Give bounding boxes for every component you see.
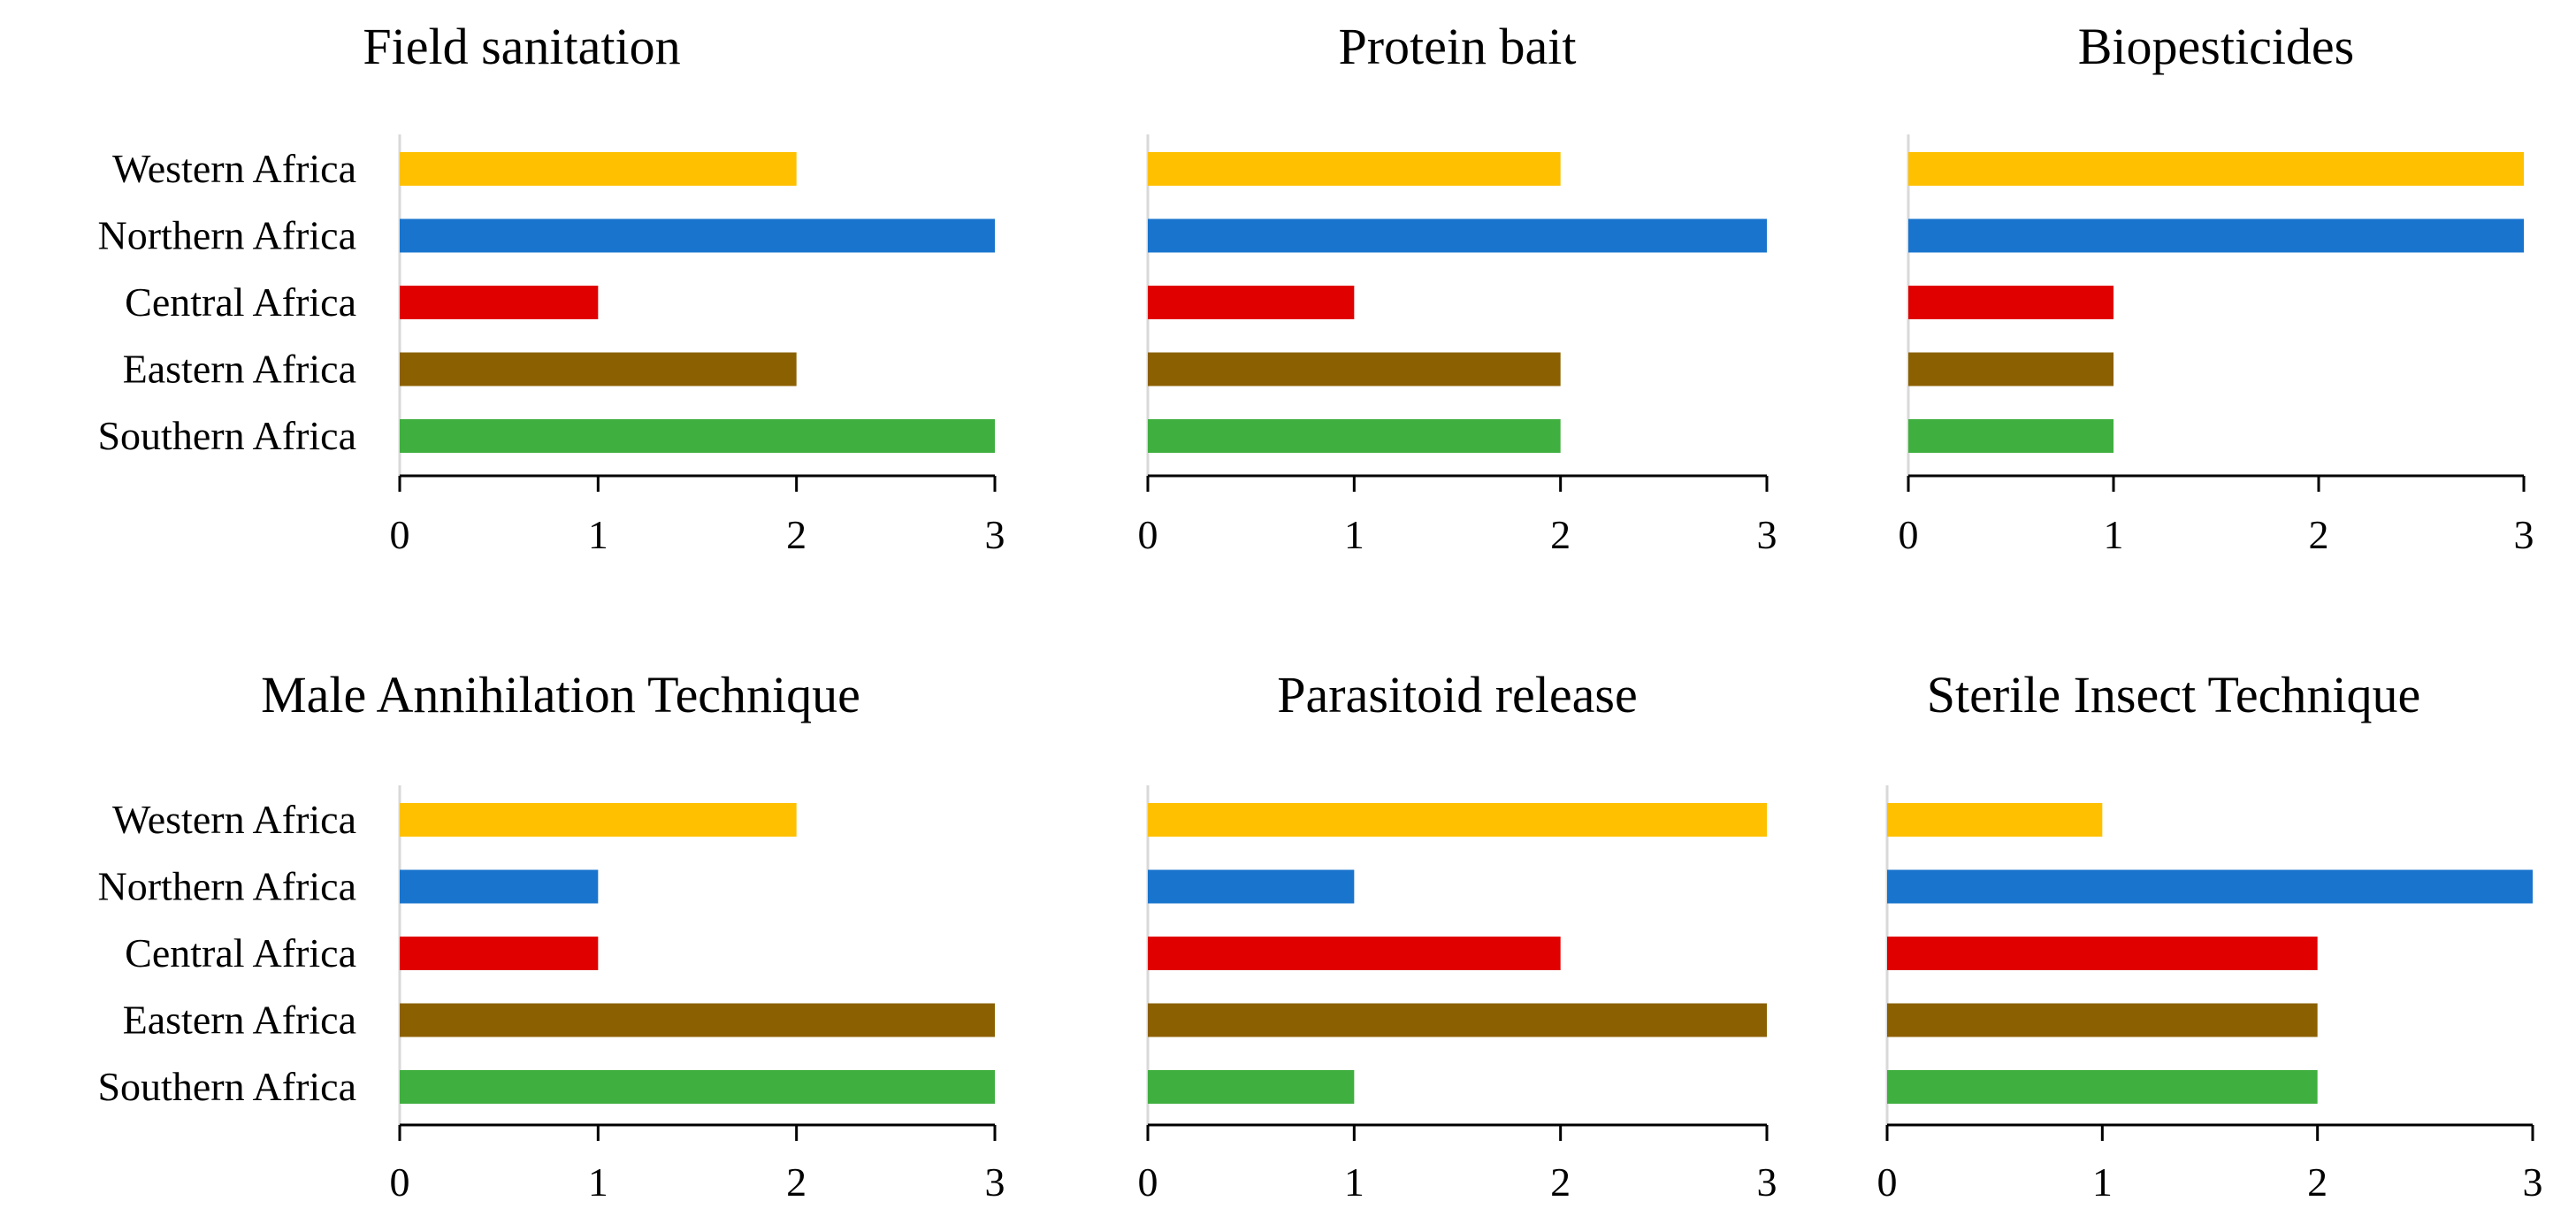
category-label: Eastern Africa — [123, 998, 356, 1043]
bar-southern-africa — [1148, 1070, 1355, 1104]
x-tick-label: 2 — [786, 1159, 806, 1205]
x-tick-label: 0 — [1899, 512, 1919, 557]
bar-western-africa — [400, 152, 797, 186]
x-tick-label: 3 — [1757, 512, 1777, 557]
bar-central-africa — [1148, 937, 1561, 970]
bar-central-africa — [400, 286, 599, 319]
category-label: Central Africa — [125, 279, 356, 325]
bar-central-africa — [1887, 937, 2318, 970]
chart-panel-2: Protein bait 0 1 2 3 — [1138, 18, 1777, 557]
x-tick-label: 3 — [2523, 1159, 2543, 1205]
bar-eastern-africa — [400, 1003, 995, 1037]
chart-title: Parasitoid release — [1277, 666, 1637, 723]
category-label: Western Africa — [112, 797, 356, 842]
bar-western-africa — [1887, 803, 2103, 837]
bar-northern-africa — [400, 218, 995, 253]
category-label: Central Africa — [125, 930, 356, 975]
x-tick-label: 0 — [1877, 1159, 1898, 1205]
x-tick-label: 3 — [2514, 512, 2534, 557]
x-tick-label: 3 — [1757, 1159, 1777, 1205]
x-tick-label: 0 — [1138, 1159, 1158, 1205]
bar-southern-africa — [1148, 419, 1561, 453]
x-tick-label: 1 — [588, 1159, 608, 1205]
chart-panel-5: Parasitoid release 0 1 2 3 — [1138, 666, 1777, 1205]
chart-title: Field sanitation — [363, 18, 680, 75]
bar-eastern-africa — [1148, 352, 1561, 386]
x-tick-label: 2 — [2309, 512, 2329, 557]
bar-western-africa — [400, 803, 797, 837]
bar-central-africa — [1908, 286, 2114, 319]
x-tick-label: 1 — [2092, 1159, 2113, 1205]
bar-eastern-africa — [1908, 352, 2114, 386]
x-tick-label: 0 — [1138, 512, 1158, 557]
x-tick-label: 1 — [1344, 1159, 1364, 1205]
bar-southern-africa — [1908, 419, 2114, 453]
bar-western-africa — [1148, 803, 1767, 837]
x-tick-label: 3 — [985, 512, 1005, 557]
bar-southern-africa — [400, 419, 995, 453]
chart-title: Biopesticides — [2078, 18, 2355, 75]
bar-southern-africa — [400, 1070, 995, 1104]
x-tick-label: 2 — [1550, 512, 1571, 557]
x-tick-label: 1 — [588, 512, 608, 557]
x-tick-label: 1 — [1344, 512, 1364, 557]
chart-panel-3: Biopesticides 0 1 2 3 — [1899, 18, 2534, 557]
bar-western-africa — [1148, 152, 1561, 186]
x-tick-label: 2 — [1550, 1159, 1571, 1205]
category-label: Southern Africa — [97, 413, 356, 458]
x-tick-label: 2 — [786, 512, 806, 557]
x-tick-label: 2 — [2307, 1159, 2328, 1205]
bar-eastern-africa — [400, 352, 797, 386]
bar-northern-africa — [1908, 218, 2524, 253]
bar-northern-africa — [1148, 218, 1767, 253]
x-tick-label: 0 — [390, 1159, 410, 1205]
bar-northern-africa — [400, 869, 599, 904]
chart-panel-4: Male Annihilation Technique Western Afric… — [97, 666, 1005, 1205]
bar-eastern-africa — [1887, 1003, 2318, 1037]
chart-title: Sterile Insect Technique — [1927, 666, 2421, 723]
bar-eastern-africa — [1148, 1003, 1767, 1037]
bar-western-africa — [1908, 152, 2524, 186]
chart-panel-6: Sterile Insect Technique 0 1 2 3 — [1877, 666, 2543, 1205]
category-label: Eastern Africa — [123, 347, 356, 392]
x-tick-label: 0 — [390, 512, 410, 557]
bar-southern-africa — [1887, 1070, 2318, 1104]
x-tick-label: 1 — [2104, 512, 2124, 557]
bar-northern-africa — [1148, 869, 1355, 904]
bar-northern-africa — [1887, 869, 2533, 904]
category-label: Southern Africa — [97, 1064, 356, 1109]
bar-central-africa — [400, 937, 599, 970]
bar-central-africa — [1148, 286, 1355, 319]
x-tick-label: 3 — [985, 1159, 1005, 1205]
chart-title: Male Annihilation Technique — [261, 666, 860, 723]
chart-title: Protein bait — [1338, 18, 1576, 75]
category-label: Northern Africa — [98, 213, 357, 258]
chart-panel-1: Field sanitation Western Africa Northern A… — [97, 18, 1005, 557]
category-label: Northern Africa — [98, 864, 357, 909]
category-label: Western Africa — [112, 146, 356, 191]
